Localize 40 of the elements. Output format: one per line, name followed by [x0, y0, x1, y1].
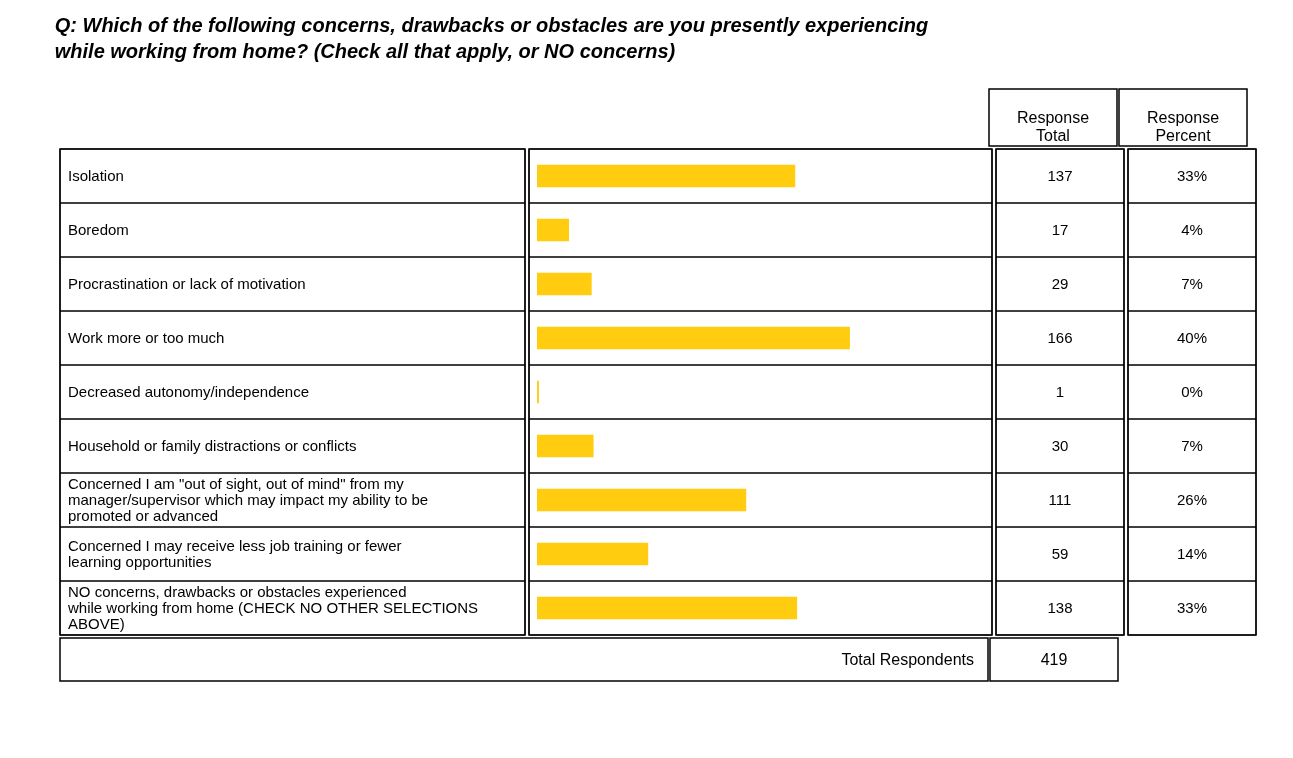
text: Total Respondents [841, 650, 974, 668]
bar [537, 596, 798, 620]
y-tick-label: Concerned I may receive less job training or fewer learning opportunities [68, 537, 402, 570]
text: 419 [1040, 650, 1068, 668]
y-tick-label: Work more or too much [68, 329, 225, 346]
bar [537, 272, 592, 296]
bar [537, 164, 796, 188]
data-label: 17 [1051, 221, 1069, 238]
data-label: 29 [1051, 275, 1069, 292]
text: 33% [1176, 599, 1208, 616]
y-tick-label: Decreased autonomy/independence [68, 383, 310, 400]
data-label: 111 [1048, 491, 1072, 508]
y-tick-label: Isolation [68, 167, 124, 184]
text: 26% [1176, 491, 1208, 508]
y-tick-label: Boredom [68, 221, 129, 238]
data-label: 59 [1051, 545, 1069, 562]
data-label: 30 [1051, 437, 1069, 454]
text: 33% [1176, 167, 1208, 184]
text: 0% [1181, 383, 1203, 400]
chart-title: Q: Which of the following concerns, drawbacks or obstacles are you presently experiencing while working from home? (Check all that apply, or NO concerns) [54, 14, 929, 63]
bar [537, 488, 747, 512]
data-label: 138 [1047, 599, 1073, 616]
y-tick-label: Concerned I am "out of sight, out of mind" from my manager/supervisor which may impact my ability to be promoted or advanced [68, 475, 429, 524]
data-label: 1 [1055, 383, 1065, 400]
text: 4% [1181, 221, 1203, 238]
y-tick-label: Procrastination or lack of motivation [68, 275, 306, 292]
text: 40% [1176, 329, 1208, 346]
bar [537, 218, 570, 242]
text: 7% [1181, 275, 1203, 292]
bar [537, 434, 594, 458]
y-tick-label: NO concerns, drawbacks or obstacles experienced while working from home (CHECK NO OTHER SELECTIONS ABOVE) [67, 583, 479, 632]
text: 14% [1176, 545, 1208, 562]
text: Response Total [1016, 108, 1090, 144]
bar [537, 542, 649, 566]
text: 7% [1181, 437, 1203, 454]
bar [537, 326, 850, 350]
data-label: 166 [1047, 329, 1073, 346]
text: Response Percent [1146, 108, 1220, 144]
data-label: 137 [1047, 167, 1073, 184]
y-tick-label: Household or family distractions or conflicts [68, 437, 357, 454]
